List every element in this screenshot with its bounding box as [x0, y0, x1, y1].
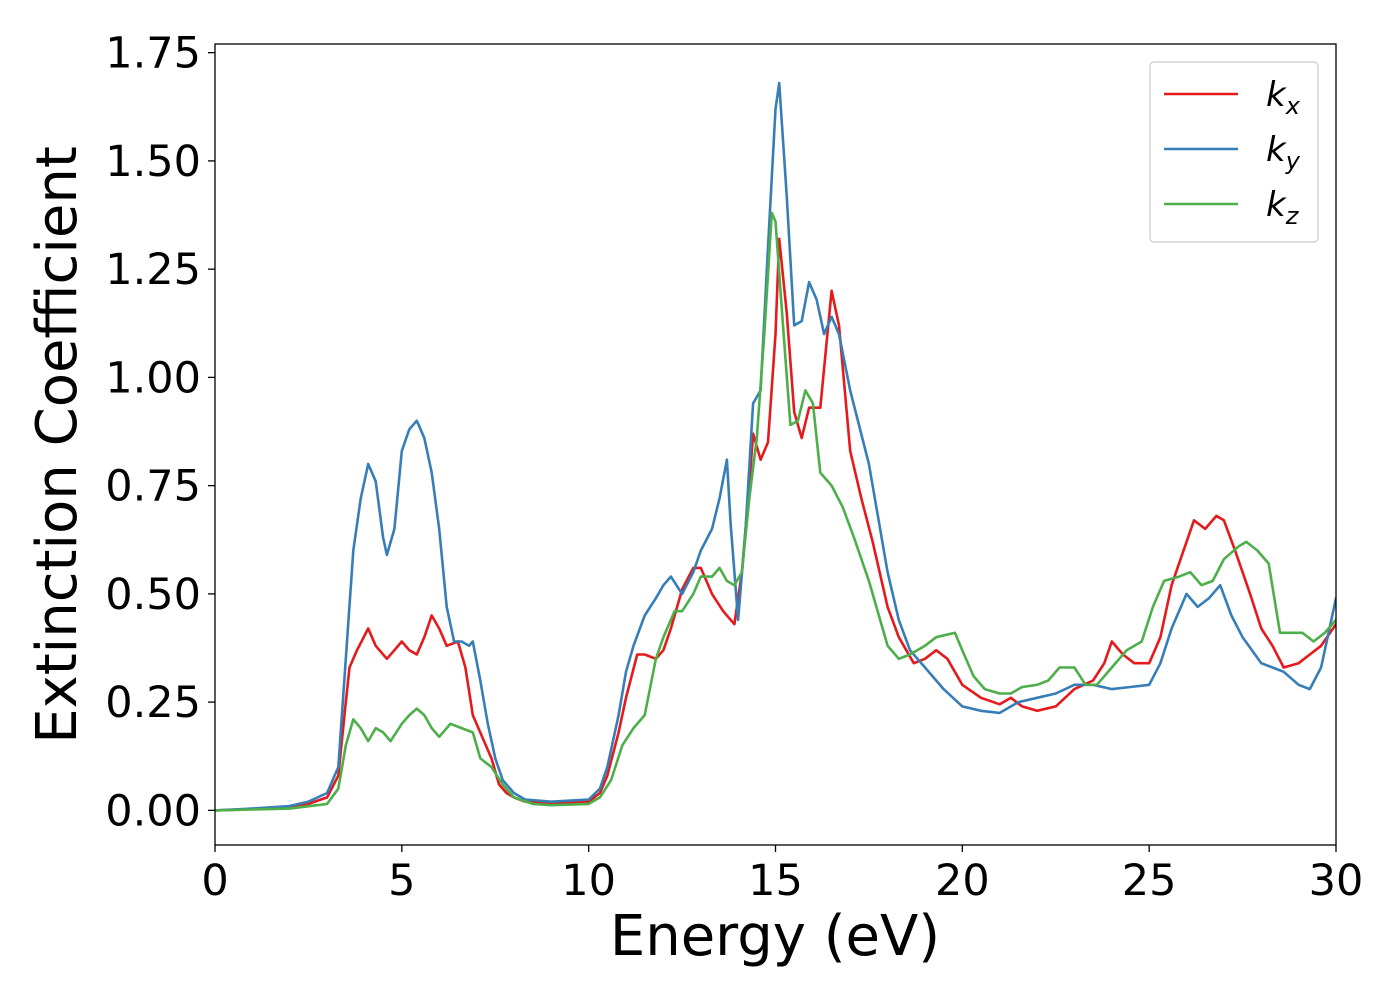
y-tick-label: 0.75 — [105, 462, 201, 512]
y-axis-title: Extinction Coefficient — [25, 146, 90, 744]
series-line-z — [215, 211, 1336, 812]
x-tick-label: 0 — [201, 856, 228, 906]
x-tick-label: 25 — [1122, 856, 1177, 906]
x-tick-label: 20 — [935, 856, 990, 906]
legend-label-x: kx — [1266, 75, 1301, 120]
y-tick-label: 1.25 — [105, 245, 201, 295]
series-line-x — [215, 237, 1336, 812]
legend-label-y: ky — [1266, 130, 1301, 175]
y-tick-label: 0.25 — [105, 678, 201, 728]
legend-box — [1149, 61, 1319, 243]
legend: kx ky kz — [1149, 61, 1319, 243]
y-tick-label: 1.00 — [105, 353, 201, 403]
x-tick-label: 5 — [388, 856, 415, 906]
series-line-y — [215, 81, 1336, 812]
x-axis-title: Energy (eV) — [610, 904, 940, 969]
y-tick-label: 0.50 — [105, 570, 201, 620]
x-tick-label: 15 — [748, 856, 803, 906]
y-tick-label: 1.50 — [105, 137, 201, 187]
y-tick-label: 1.75 — [105, 29, 201, 79]
x-tick-label: 10 — [561, 856, 616, 906]
legend-label-z: kz — [1266, 185, 1300, 230]
x-tick-label: 30 — [1309, 856, 1364, 906]
y-tick-label: 0.00 — [105, 786, 201, 836]
